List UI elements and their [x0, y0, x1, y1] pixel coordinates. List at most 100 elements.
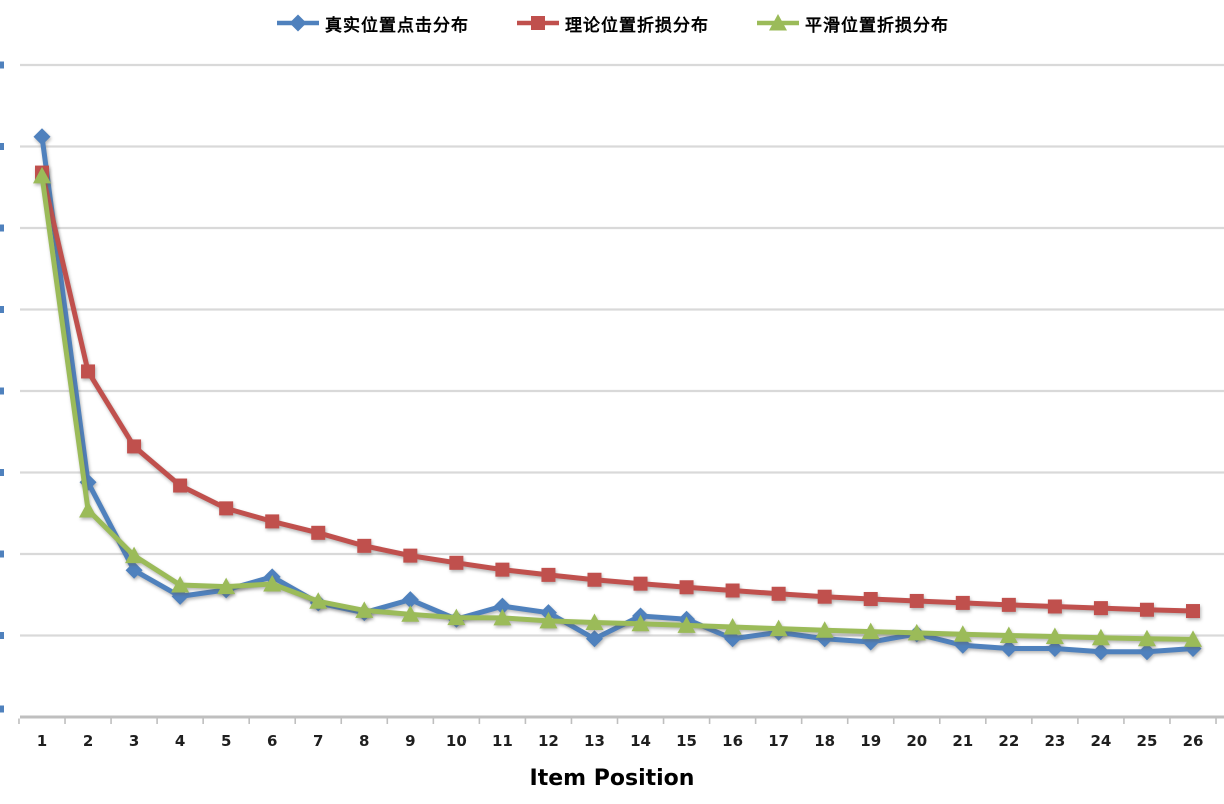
diamond-marker	[1000, 640, 1018, 658]
diamond-marker	[1092, 643, 1110, 661]
x-tick-label: 13	[584, 732, 605, 750]
triangle-marker	[1045, 627, 1064, 644]
triangle-marker	[217, 577, 236, 595]
diamond-marker	[125, 561, 143, 579]
x-tick-label: 12	[538, 732, 559, 750]
x-tick-label: 3	[129, 732, 139, 750]
square-marker	[817, 589, 832, 604]
gridlines	[20, 63, 1224, 637]
legend-item-0: 真实位置点击分布	[275, 11, 469, 36]
triangle-marker	[171, 575, 190, 593]
series-line	[39, 134, 1196, 655]
x-tick-label: 19	[860, 732, 881, 750]
square-marker	[725, 583, 740, 598]
triangle-marker	[769, 619, 788, 637]
y-tick-label-remnant	[0, 387, 4, 395]
triangle-marker	[1184, 630, 1202, 647]
triangle-marker	[861, 622, 880, 640]
legend-label: 平滑位置折损分布	[805, 15, 949, 36]
x-tick-label: 25	[1137, 732, 1158, 750]
y-tick-label-remnant	[0, 550, 4, 558]
triangle-marker	[815, 621, 834, 638]
x-tick-label: 7	[313, 732, 323, 750]
x-tick-label: 16	[722, 732, 743, 750]
square-marker	[587, 572, 602, 587]
triangle-marker	[493, 608, 512, 626]
square-marker	[679, 580, 694, 595]
x-tick-label: 1	[37, 732, 47, 750]
series-line	[39, 170, 1196, 614]
triangle-marker	[447, 608, 466, 626]
triangle-marker	[263, 574, 282, 592]
square-marker	[173, 478, 188, 493]
x-tick-label: 18	[814, 732, 835, 750]
x-tick-label: 14	[630, 732, 651, 750]
square-marker	[403, 548, 418, 563]
triangle-legend-marker-icon	[757, 14, 799, 31]
x-axis	[18, 715, 1224, 724]
x-tick-label: 23	[1044, 732, 1065, 750]
square-marker	[1186, 604, 1200, 619]
x-tick-label: 21	[952, 732, 973, 750]
y-tick-label-remnant	[0, 143, 4, 150]
square-marker	[1093, 601, 1108, 616]
triangle-marker	[355, 601, 374, 618]
square-marker	[863, 591, 878, 606]
triangle-marker	[999, 626, 1018, 643]
triangle-marker	[79, 500, 98, 518]
square-marker	[81, 364, 96, 379]
x-tick-label: 4	[175, 732, 185, 750]
x-tick-label: 8	[359, 732, 369, 750]
y-tick-label-remnant	[0, 306, 4, 313]
x-tick-label: 9	[405, 732, 415, 750]
triangle-marker	[1091, 628, 1110, 646]
diamond-legend-marker-icon	[277, 14, 319, 32]
diamond-marker	[401, 591, 419, 609]
square-marker	[127, 439, 142, 454]
x-tick-label: 2	[83, 732, 93, 750]
triangle-marker	[125, 546, 144, 564]
series-line	[39, 173, 1196, 642]
x-tick-label: 11	[492, 732, 513, 750]
triangle-marker	[953, 625, 972, 642]
diamond-marker	[1138, 643, 1156, 661]
y-tick-label-remnant	[0, 224, 4, 232]
square-marker	[909, 593, 924, 608]
triangle-marker	[907, 623, 926, 641]
x-tick-labels: 1 2 3 4 5 6 7 8 9 10 11 12 13 14 15 16 17 18 19 20 21 22 23 24 2…	[37, 732, 1204, 750]
triangle-marker	[1137, 629, 1156, 647]
triangle-marker	[723, 618, 742, 635]
x-tick-label: 24	[1090, 732, 1111, 750]
triangle-marker	[769, 14, 787, 31]
triangle-marker	[309, 592, 328, 609]
square-marker	[531, 16, 545, 30]
diamond-marker	[289, 14, 307, 32]
x-tick-label: 22	[998, 732, 1019, 750]
x-tick-label: 6	[267, 732, 277, 750]
triangle-marker	[33, 166, 51, 184]
square-marker	[1001, 597, 1016, 612]
square-marker	[771, 586, 786, 601]
triangle-marker	[631, 614, 650, 632]
square-marker	[1047, 599, 1062, 614]
triangle-marker	[401, 605, 420, 622]
triangle-marker	[539, 611, 558, 629]
legend-label: 真实位置点击分布	[325, 15, 469, 36]
diamond-marker	[585, 630, 603, 648]
y-tick-label-remnant	[0, 469, 4, 476]
square-marker	[495, 562, 510, 577]
y-tick-label-remnant	[0, 61, 4, 69]
diamond-marker	[33, 128, 51, 146]
square-marker	[357, 538, 372, 553]
x-tick-label: 20	[906, 732, 927, 750]
square-marker	[1139, 602, 1154, 617]
x-tick-label: 5	[221, 732, 231, 750]
square-marker	[265, 514, 280, 529]
x-tick-label: 26	[1183, 732, 1204, 750]
square-marker	[541, 567, 556, 582]
y-tick-label-remnant	[0, 705, 4, 713]
square-marker	[955, 595, 970, 610]
chart-legend: 真实位置点击分布 理论位置折损分布 平滑位置折损分布	[0, 8, 1224, 38]
